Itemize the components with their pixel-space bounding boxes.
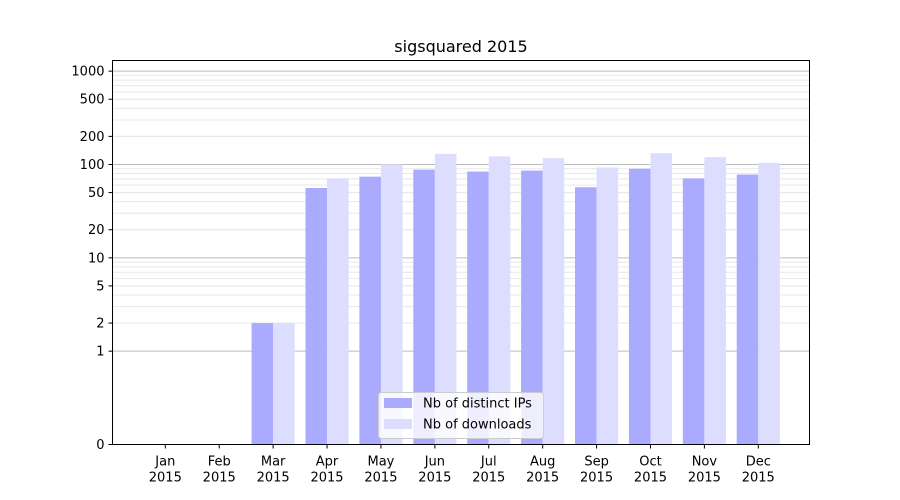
chart-title: sigsquared 2015	[394, 37, 527, 56]
y-axis: 0 1 2 5 10 20 50 100 200 500 1000	[71, 65, 113, 453]
bar-distinct-ips	[521, 170, 543, 445]
bar-distinct-ips	[736, 174, 759, 445]
y-tick-label: 500	[80, 93, 105, 108]
x-tick-label: May 2015	[364, 455, 397, 486]
bars	[251, 153, 780, 445]
y-tick-label: 10	[88, 251, 105, 266]
legend-swatch	[384, 419, 412, 429]
legend-label: Nb of downloads	[423, 418, 532, 433]
bar-distinct-ips	[305, 187, 328, 445]
bar-downloads	[434, 153, 457, 445]
bar-downloads	[380, 164, 403, 445]
x-tick-label: Dec 2015	[742, 455, 775, 486]
y-tick-label: 200	[80, 130, 105, 145]
bar-downloads	[650, 153, 673, 445]
y-tick-label: 20	[88, 223, 105, 238]
y-tick-label: 1	[96, 345, 104, 360]
x-tick-label: Jun 2015	[418, 455, 451, 486]
legend-label: Nb of distinct IPs	[423, 397, 532, 412]
y-tick-label: 2	[96, 317, 104, 332]
bar-downloads	[704, 157, 726, 445]
plot-frame	[112, 60, 810, 445]
bar-downloads	[542, 158, 565, 445]
legend: Nb of distinct IPs Nb of downloads	[378, 392, 544, 439]
x-tick-label: Oct 2015	[634, 455, 667, 486]
bar-downloads	[327, 178, 349, 445]
x-tick-label: Aug 2015	[526, 455, 559, 486]
x-tick-label: Jan 2015	[149, 455, 182, 486]
bar-downloads	[596, 167, 619, 445]
x-tick-label: Apr 2015	[310, 455, 343, 486]
legend-swatch	[384, 398, 412, 408]
x-axis: Jan 2015 Feb 2015 Mar 2015 Apr 2015 May 2015 Jun 20…	[149, 444, 775, 486]
bar-distinct-ips	[467, 171, 489, 445]
y-tick-label: 50	[88, 186, 105, 201]
y-tick-label: 100	[80, 158, 105, 173]
x-tick-label: Feb 2015	[203, 455, 236, 486]
y-tick-label: 1000	[71, 65, 104, 80]
bar-distinct-ips	[575, 187, 597, 445]
bar-distinct-ips	[628, 168, 651, 445]
bar-downloads	[273, 323, 295, 445]
bar-distinct-ips	[682, 178, 705, 445]
bar-downloads	[758, 162, 780, 445]
x-tick-label: Mar 2015	[257, 455, 290, 486]
legend-box	[378, 392, 544, 439]
y-tick-label: 0	[96, 438, 104, 453]
y-tick-label: 5	[96, 279, 104, 294]
x-tick-label: Nov 2015	[688, 455, 721, 486]
bar-downloads	[488, 156, 511, 445]
bar-distinct-ips	[251, 323, 274, 445]
bar-distinct-ips	[359, 176, 381, 445]
x-tick-label: Sep 2015	[580, 455, 613, 486]
bar-distinct-ips	[413, 169, 435, 445]
x-tick-label: Jul 2015	[472, 455, 505, 486]
